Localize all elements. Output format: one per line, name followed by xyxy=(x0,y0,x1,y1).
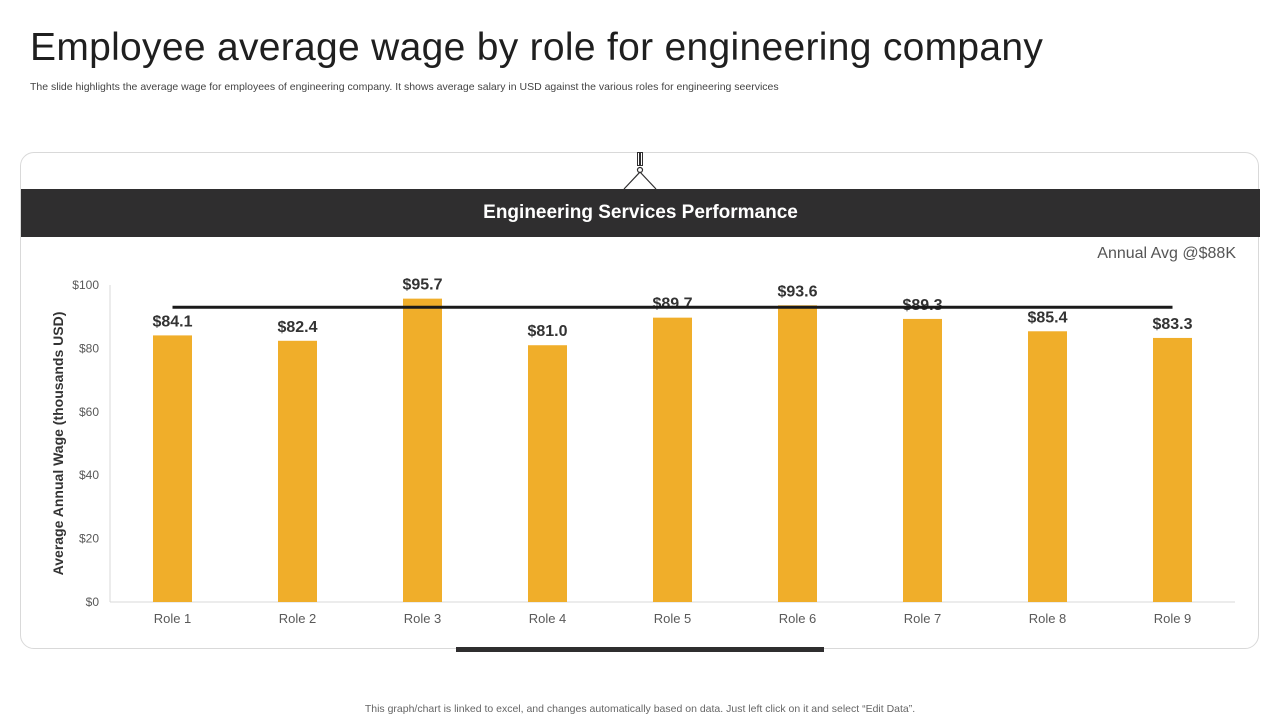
slide-subtitle: The slide highlights the average wage fo… xyxy=(30,81,779,93)
bar-1 xyxy=(153,335,192,602)
y-tick-label: $20 xyxy=(79,532,99,546)
data-label-1: $84.1 xyxy=(152,313,192,330)
card-bottom-bar xyxy=(456,647,824,652)
y-tick-label: $60 xyxy=(79,405,99,419)
slide-title: Employee average wage by role for engine… xyxy=(30,26,1044,69)
y-tick-label: $0 xyxy=(86,595,100,609)
bar-5 xyxy=(653,317,692,602)
data-label-6: $93.6 xyxy=(777,283,817,300)
annual-average-label: Annual Avg @$88K xyxy=(1097,245,1236,262)
bar-2 xyxy=(278,340,317,602)
x-tick-label: Role 2 xyxy=(279,611,317,626)
y-axis-title: Average Annual Wage (thousands USD) xyxy=(50,312,66,576)
x-tick-label: Role 5 xyxy=(654,611,692,626)
y-tick-label: $40 xyxy=(79,468,99,482)
x-tick-label: Role 3 xyxy=(404,611,442,626)
chart-banner: Engineering Services Performance xyxy=(21,189,1260,237)
bar-7 xyxy=(903,318,942,602)
data-label-8: $85.4 xyxy=(1027,309,1067,326)
data-label-2: $82.4 xyxy=(277,319,317,336)
data-label-9: $83.3 xyxy=(1152,316,1192,333)
bar-9 xyxy=(1153,337,1192,602)
bar-3 xyxy=(403,298,442,602)
x-tick-label: Role 9 xyxy=(1154,611,1192,626)
y-tick-label: $100 xyxy=(72,278,99,292)
bar-8 xyxy=(1028,331,1067,602)
x-tick-label: Role 7 xyxy=(904,611,942,626)
data-label-7: $89.3 xyxy=(902,297,942,314)
hanger-icon xyxy=(623,152,657,190)
y-tick-label: $80 xyxy=(79,341,99,355)
footer-note: This graph/chart is linked to excel, and… xyxy=(364,703,916,715)
x-tick-label: Role 6 xyxy=(779,611,817,626)
banner-title: Engineering Services Performance xyxy=(483,202,798,223)
bar-6 xyxy=(778,305,817,602)
data-label-4: $81.0 xyxy=(527,323,567,340)
x-tick-label: Role 1 xyxy=(154,611,192,626)
data-label-3: $95.7 xyxy=(402,277,442,294)
x-tick-label: Role 8 xyxy=(1029,611,1067,626)
x-tick-label: Role 4 xyxy=(529,611,567,626)
bar-4 xyxy=(528,345,567,602)
data-label-5: $89.7 xyxy=(652,296,692,313)
